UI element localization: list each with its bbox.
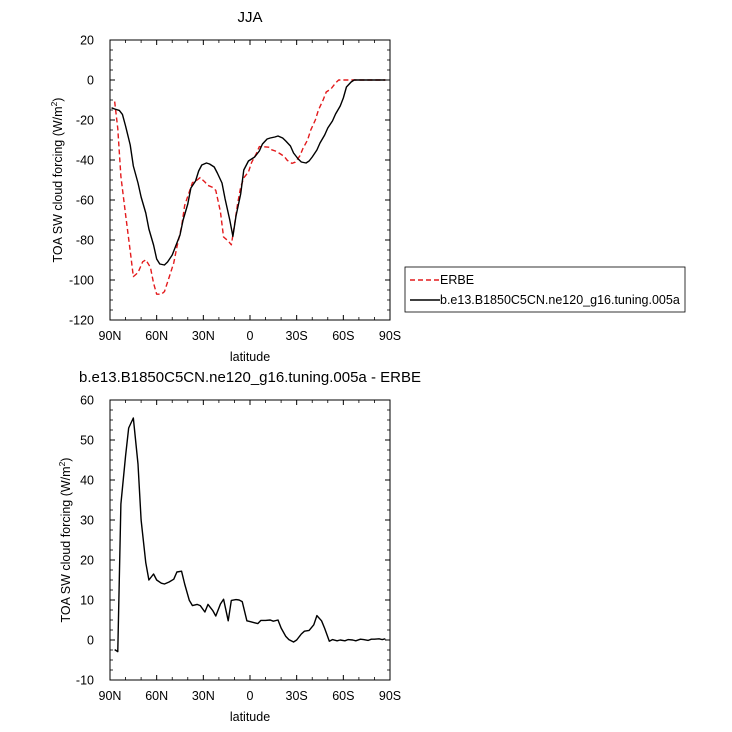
top-x-tick-label: 90S: [379, 329, 401, 343]
top-y-tick-label: 20: [80, 34, 94, 48]
top-y-tick-label: -120: [69, 314, 94, 328]
legend-box: [404, 266, 686, 313]
top-x-tick-label: 60N: [145, 329, 168, 343]
bottom-y-tick-label: 50: [80, 434, 94, 448]
bottom-x-tick-label: 30S: [286, 689, 308, 703]
bottom-tick-group: 90N 60N 30N 0 30S 60S 90S 60 50 40 30 20 10 0 -10: [76, 394, 401, 704]
bottom-y-axis-label: TOA SW cloud forcing (W/m2): [57, 458, 73, 623]
top-y-tick-label: 0: [87, 74, 94, 88]
bottom-y-tick-label: 10: [80, 594, 94, 608]
legend-model-label: b.e13.B1850C5CN.ne120_g16.tuning.005a: [440, 293, 680, 307]
bottom-series-line-0: [114, 417, 386, 653]
top-x-tick-label: 90N: [99, 329, 122, 343]
top-series-line-0: [113, 79, 386, 295]
bottom-x-tick-label: 90N: [99, 689, 122, 703]
top-series-line-1: [111, 79, 386, 266]
legend-erbe-label: ERBE: [440, 273, 474, 287]
bottom-x-axis-label: latitude: [230, 710, 270, 724]
bottom-x-tick-label: 30N: [192, 689, 215, 703]
bottom-x-tick-label: 0: [247, 689, 254, 703]
top-plot: JJA 90N 60N 30N 0 30S 60S 90S 20 0 -20 -40 -60 -80 -1…: [49, 9, 401, 364]
top-x-tick-label: 60S: [332, 329, 354, 343]
top-x-axis-label: latitude: [230, 350, 270, 364]
bottom-y-tick-label: -10: [76, 674, 94, 688]
bottom-y-tick-label: 20: [80, 554, 94, 568]
top-y-tick-label: -60: [76, 194, 94, 208]
top-plot-title: JJA: [237, 9, 262, 26]
bottom-series-group: [114, 417, 386, 653]
bottom-y-tick-label: 40: [80, 474, 94, 488]
bottom-plot-frame: [109, 399, 391, 681]
top-y-axis-label: TOA SW cloud forcing (W/m2): [49, 98, 65, 263]
top-y-tick-label: -100: [69, 274, 94, 288]
bottom-x-tick-label: 90S: [379, 689, 401, 703]
bottom-y-tick-label: 60: [80, 394, 94, 408]
bottom-plot-title: b.e13.B1850C5CN.ne120_g16.tuning.005a - …: [79, 369, 421, 386]
top-y-tick-label: -40: [76, 154, 94, 168]
bottom-y-tick-label: 0: [87, 634, 94, 648]
top-y-tick-label: -80: [76, 234, 94, 248]
legend: ERBE b.e13.B1850C5CN.ne120_g16.tuning.00…: [404, 266, 686, 313]
bottom-x-tick-label: 60N: [145, 689, 168, 703]
bottom-plot: b.e13.B1850C5CN.ne120_g16.tuning.005a - …: [57, 369, 421, 724]
top-series-group: [111, 79, 386, 295]
top-x-tick-label: 30N: [192, 329, 215, 343]
top-tick-group: 90N 60N 30N 0 30S 60S 90S 20 0 -20 -40 -60 -80 -100 -1…: [69, 34, 401, 344]
bottom-x-tick-label: 60S: [332, 689, 354, 703]
top-x-tick-label: 30S: [286, 329, 308, 343]
bottom-y-tick-label: 30: [80, 514, 94, 528]
top-y-tick-label: -20: [76, 114, 94, 128]
top-x-tick-label: 0: [247, 329, 254, 343]
